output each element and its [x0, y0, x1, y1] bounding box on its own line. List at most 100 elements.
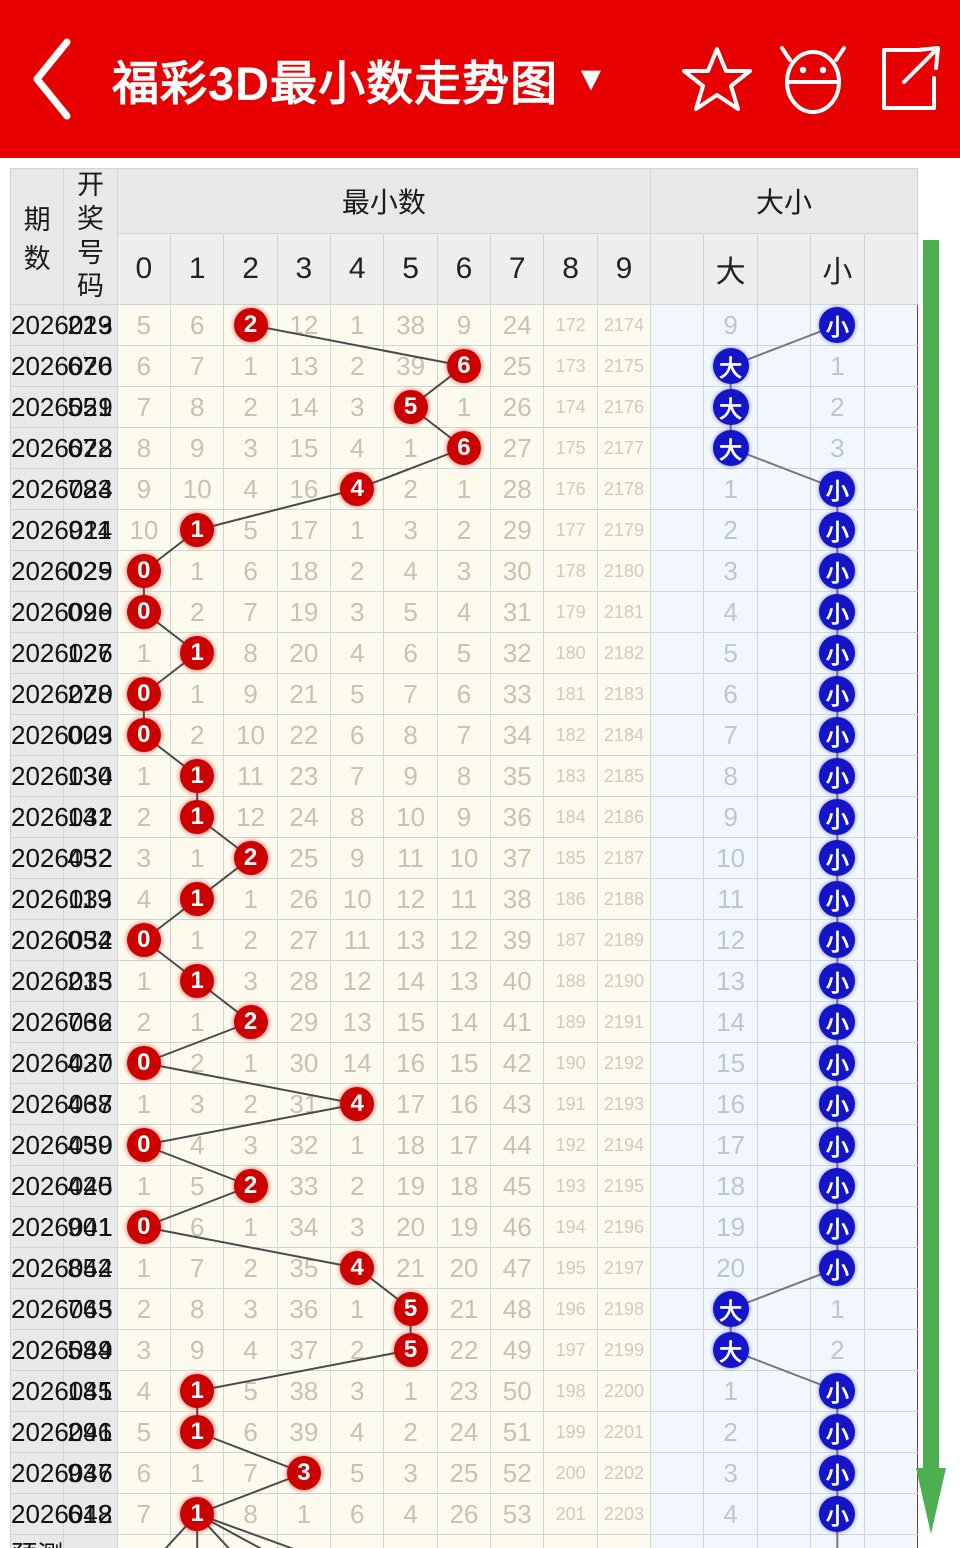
missing-count: 33: [289, 1170, 319, 1201]
cell-tail: [863, 632, 918, 674]
table-row[interactable]: 2026034 052 0 1 2 27 11 13 12 39 187 2189 12 小: [10, 919, 918, 961]
table-row[interactable]: 2026035 213 1 1 3 28 12 14 13 40 188 2190 13 小: [10, 960, 918, 1002]
trend-table-container[interactable]: 期数 开奖 号码 最小数 大小 0 1 2 3 4 5 6: [10, 168, 950, 1548]
cell-digit-2: 2: [223, 1247, 278, 1289]
prediction-cell-9[interactable]: [596, 1534, 652, 1548]
col-header-big[interactable]: 大: [703, 232, 758, 306]
cell-digit-6: 13: [436, 960, 492, 1002]
cell-size-gap: [650, 796, 705, 838]
col-header-digit-6[interactable]: 6: [436, 232, 492, 306]
cell-digit-5: 5: [383, 1288, 438, 1330]
table-row[interactable]: 2026046 291 5 1 6 39 4 2 24 51 199 2201 2 小: [10, 1411, 918, 1453]
prediction-cell-5[interactable]: [383, 1534, 438, 1548]
size-ball-small: 小: [819, 1209, 856, 1245]
missing-count: 8: [403, 719, 418, 750]
cell-digit-9: 2176: [596, 386, 652, 428]
table-row[interactable]: 2026020 676 6 7 1 13 2 39 6 25 173 2175 大 1: [10, 345, 918, 387]
cell-size-gap: [650, 1042, 705, 1084]
missing-count: 24: [449, 1416, 479, 1447]
table-row[interactable]: 2026031 142 2 1 12 24 8 10 9 36 184 2186 9 小: [10, 796, 918, 838]
table-row[interactable]: 2026026 099 0 2 7 19 3 5 4 31 179 2181 4 小: [10, 591, 918, 633]
missing-count: 192: [555, 1134, 586, 1155]
share-button[interactable]: [872, 41, 946, 117]
prediction-cell-6[interactable]: [436, 1534, 492, 1548]
table-row[interactable]: 2026041 901 0 6 1 34 3 20 19 46 194 2196 19 小: [10, 1206, 918, 1248]
prediction-cell-0[interactable]: 0: [116, 1534, 172, 1548]
cell-digit-3: 20: [276, 632, 332, 674]
shrink-link[interactable]: 缩水: [63, 1534, 118, 1548]
table-row[interactable]: 2026022 678 8 9 3 15 4 1 6 27 175 2177 大 3: [10, 427, 918, 469]
table-row[interactable]: 2026024 911 10 1 5 17 1 3 2 29 177 2179 2 小: [10, 509, 918, 551]
table-row[interactable]: 2026030 134 1 1 11 23 7 9 8 35 183 2185 8 小: [10, 755, 918, 797]
table-row[interactable]: 2026036 762 2 1 2 29 13 15 14 41 189 2191 14 小: [10, 1001, 918, 1043]
table-row[interactable]: 2026040 425 1 5 2 33 2 19 18 45 193 2195 18 小: [10, 1165, 918, 1207]
missing-count: 14: [342, 1047, 372, 1078]
missing-count: 44: [502, 1129, 532, 1160]
table-row[interactable]: 2026032 452 3 1 2 25 9 11 10 37 185 2187 10 小: [10, 837, 918, 879]
favorite-button[interactable]: [680, 41, 754, 117]
missing-count: 2179: [603, 519, 644, 540]
table-row[interactable]: 2026033 119 4 1 1 26 10 12 11 38 186 2188 11 小: [10, 878, 918, 920]
missing-count: 1: [350, 309, 365, 340]
prediction-cell-7[interactable]: [490, 1534, 545, 1548]
prediction-cell-1[interactable]: 1: [170, 1534, 225, 1548]
cell-size-mid-gap: [756, 1042, 812, 1084]
back-button[interactable]: [0, 0, 106, 158]
prediction-cell-8[interactable]: [543, 1534, 598, 1548]
prediction-cell-3[interactable]: 3: [276, 1534, 332, 1548]
col-header-digit-3[interactable]: 3: [276, 232, 332, 306]
hit-ball: 1: [180, 882, 215, 916]
missing-count: 1: [403, 1375, 418, 1406]
table-row[interactable]: 2026047 936 6 1 7 3 5 3 25 52 200 2202 3 小: [10, 1452, 918, 1494]
cell-tail: [863, 1329, 918, 1371]
table-row[interactable]: 2026043 765 2 8 3 36 1 5 21 48 196 2198 大 1: [10, 1288, 918, 1330]
table-row[interactable]: 2026025 029 0 1 6 18 2 4 3 30 178 2180 3 小: [10, 550, 918, 592]
col-header-digit-2[interactable]: 2: [223, 232, 278, 306]
prediction-cell-4[interactable]: 4: [330, 1534, 385, 1548]
cell-tail: [863, 1493, 918, 1535]
cell-digit-7: 37: [490, 837, 545, 879]
col-header-digit-0[interactable]: 0: [116, 232, 172, 306]
col-header-digit-4[interactable]: 4: [330, 232, 385, 306]
cell-size-gap: [650, 673, 705, 715]
table-row[interactable]: 2026044 589 3 9 4 37 2 5 22 49 197 2199 大 2: [10, 1329, 918, 1371]
cell-size-gap: [650, 427, 705, 469]
cell-big: 18: [703, 1165, 758, 1207]
table-row[interactable]: 2026042 854 1 7 2 35 4 21 20 47 195 2197 20 小: [10, 1247, 918, 1289]
table-row[interactable]: 2026037 420 0 2 1 30 14 16 15 42 190 2192 15 小: [10, 1042, 918, 1084]
missing-count: 49: [502, 1334, 532, 1365]
prediction-cell-2[interactable]: 2: [223, 1534, 278, 1548]
missing-count: 34: [289, 1211, 319, 1242]
table-row[interactable]: 2026028 270 0 1 9 21 5 7 6 33 181 2183 6 小: [10, 673, 918, 715]
col-header-digit-7[interactable]: 7: [490, 232, 545, 306]
table-row[interactable]: 2026048 612 7 1 8 1 6 4 26 53 201 2203 4 小: [10, 1493, 918, 1535]
table-row[interactable]: 2026021 559 7 8 2 14 3 5 1 26 174 2176 大 2: [10, 386, 918, 428]
table-row[interactable]: 2026027 126 1 1 8 20 4 6 5 32 180 2182 5 小: [10, 632, 918, 674]
cell-size-mid-gap: [756, 1083, 812, 1125]
android-app-button[interactable]: [776, 41, 850, 117]
col-header-digit-5[interactable]: 5: [383, 232, 438, 306]
missing-count: 1: [243, 1047, 258, 1078]
prediction-row[interactable]: 预测区缩水01234 小: [10, 1534, 918, 1548]
table-row[interactable]: 2026045 181 4 1 5 38 3 1 23 50 198 2200 1 小: [10, 1370, 918, 1412]
table-row[interactable]: 2026019 223 5 6 2 12 1 38 9 24 172 2174 9 小: [10, 304, 918, 346]
table-row[interactable]: 2026023 784 9 10 4 16 4 2 1 28 176 2178 1 小: [10, 468, 918, 510]
cell-digit-5: 11: [383, 837, 438, 879]
col-header-small[interactable]: 小: [810, 232, 865, 306]
cell-tail: [863, 304, 918, 346]
col-header-digit-1[interactable]: 1: [170, 232, 225, 306]
scroll-down-arrow-icon[interactable]: [914, 240, 948, 1536]
title-dropdown-caret[interactable]: ▼: [574, 59, 608, 98]
col-header-digit-9[interactable]: 9: [596, 232, 652, 306]
missing-count: 6: [456, 678, 472, 709]
cell-digit-1: 1: [170, 878, 225, 920]
col-header-digit-8[interactable]: 8: [543, 232, 598, 306]
table-row[interactable]: 2026039 450 0 4 3 32 1 18 17 44 192 2194 17 小: [10, 1124, 918, 1166]
header-actions: [680, 41, 960, 117]
cell-small: 小: [810, 1493, 865, 1535]
cell-digit-1: 10: [170, 468, 225, 510]
missing-count: 21: [396, 1252, 426, 1283]
table-row[interactable]: 2026038 467 1 3 2 31 4 17 16 43 191 2193 16 小: [10, 1083, 918, 1125]
table-row[interactable]: 2026029 003 0 2 10 22 6 8 7 34 182 2184 7 小: [10, 714, 918, 756]
cell-small: 小: [810, 878, 865, 920]
